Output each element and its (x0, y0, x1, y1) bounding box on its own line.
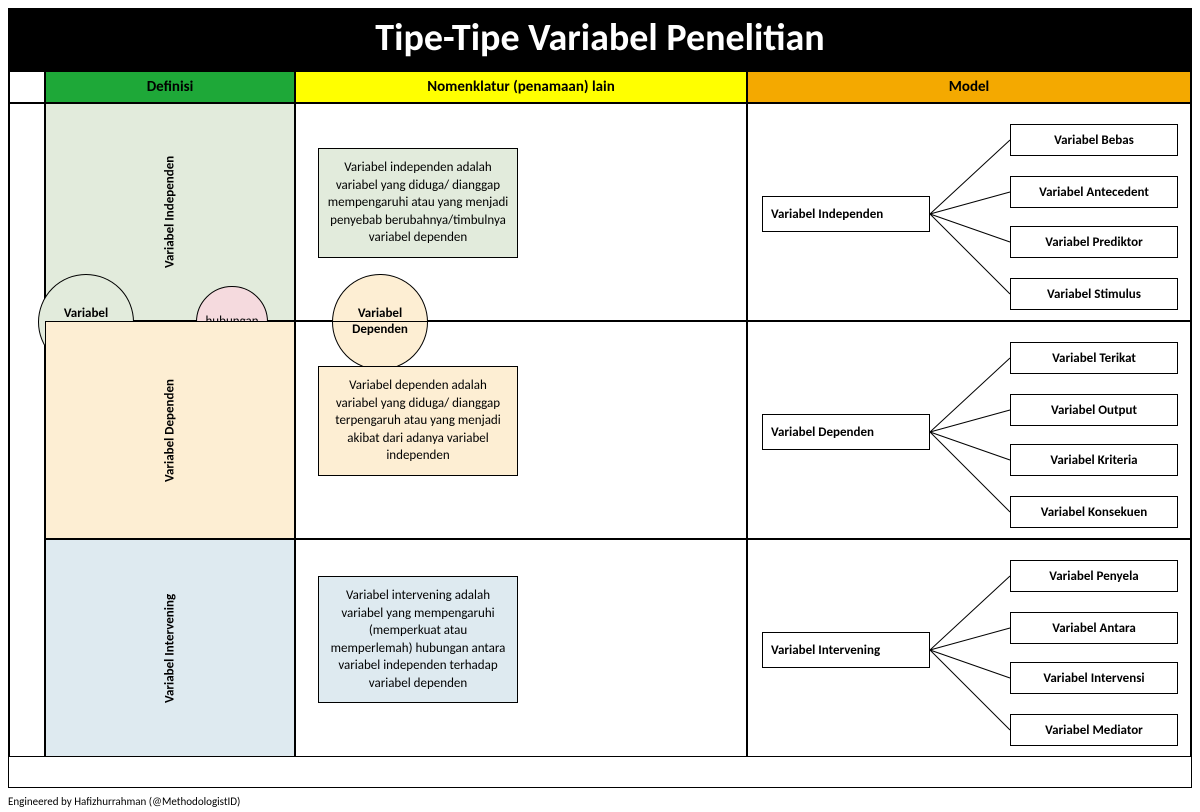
nom-item: Variabel Bebas (1010, 124, 1178, 156)
footer-credit: Engineered by Hafizhurrahman (@Methodolo… (8, 795, 240, 808)
corner-cell (9, 71, 45, 103)
header-definisi: Definisi (45, 71, 295, 103)
infographic-frame: Tipe-Tipe Variabel Penelitian Definisi N… (8, 8, 1192, 788)
nom-cell-independen: Variabel Independen Variabel Bebas Varia… (747, 103, 1191, 321)
def-cell-intervening: Variabel intervening adalah variabel yan… (295, 539, 747, 757)
nom-item: Variabel Intervensi (1010, 662, 1178, 694)
nom-item: Variabel Antara (1010, 612, 1178, 644)
model-arrows (10, 104, 44, 756)
nom-main-dependen: Variabel Dependen (762, 414, 930, 450)
def-box-intervening: Variabel intervening adalah variabel yan… (318, 576, 518, 703)
nom-main-intervening: Variabel Intervening (762, 632, 930, 668)
row-label-dependen: Variabel Dependen (45, 321, 295, 539)
nom-cell-intervening: Variabel Intervening Variabel Penyela Va… (747, 539, 1191, 757)
nom-item: Variabel Penyela (1010, 560, 1178, 592)
def-cell-dependen: Variabel dependen adalah variabel yang d… (295, 321, 747, 539)
row-label-intervening: Variabel Intervening (45, 539, 295, 757)
nom-item: Variabel Terikat (1010, 342, 1178, 374)
page-title: Tipe-Tipe Variabel Penelitian (9, 9, 1191, 71)
main-grid: Definisi Nomenklatur (penamaan) lain Mod… (9, 71, 1191, 757)
def-box-dependen: Variabel dependen adalah variabel yang d… (318, 366, 518, 476)
nom-item: Variabel Mediator (1010, 714, 1178, 746)
nom-cell-dependen: Variabel Dependen Variabel Terikat Varia… (747, 321, 1191, 539)
nom-item: Variabel Prediktor (1010, 226, 1178, 258)
nom-item: Variabel Output (1010, 394, 1178, 426)
nom-main-independen: Variabel Independen (762, 196, 930, 232)
header-nomenklatur: Nomenklatur (penamaan) lain (295, 71, 747, 103)
nom-item: Variabel Stimulus (1010, 278, 1178, 310)
nom-item: Variabel Kriteria (1010, 444, 1178, 476)
model-cell: Variabel Independen hubungan Variabel De… (9, 103, 45, 757)
nom-item: Variabel Konsekuen (1010, 496, 1178, 528)
def-box-independen: Variabel independen adalah variabel yang… (318, 148, 518, 258)
header-model: Model (747, 71, 1191, 103)
nom-item: Variabel Antecedent (1010, 176, 1178, 208)
